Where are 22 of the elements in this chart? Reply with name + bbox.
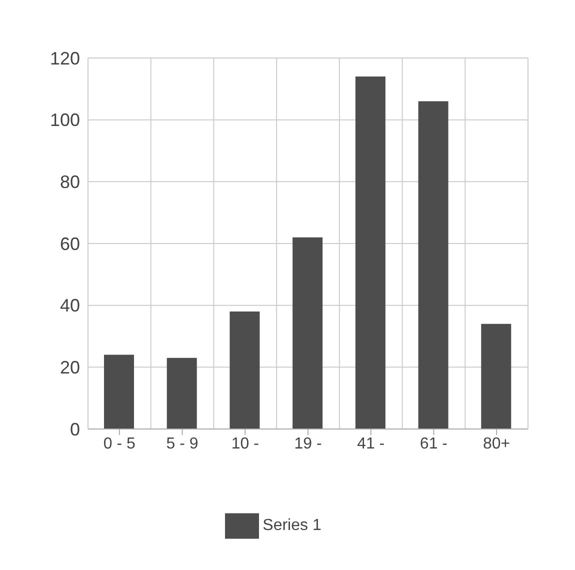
x-tick-label: 19 - (294, 435, 322, 452)
x-tick-label: 0 - 5 (103, 435, 136, 452)
y-tick-label: 40 (60, 296, 80, 316)
bar (104, 354, 134, 429)
bar (481, 324, 512, 429)
x-tick-label: 61 - (420, 435, 448, 452)
y-tick-label: 100 (50, 110, 80, 130)
bar (355, 76, 386, 429)
legend-label: Series 1 (262, 517, 322, 534)
x-tick-label: 5 - 9 (166, 435, 198, 452)
bar (418, 101, 448, 429)
x-tick-label: 41 - (357, 435, 385, 452)
y-tick-label: 80 (60, 172, 80, 192)
bar (230, 312, 260, 429)
x-tick-label: 80+ (483, 435, 510, 452)
bar (166, 358, 197, 429)
y-tick-label: 60 (60, 234, 80, 254)
x-tick-label: 10 - (231, 435, 259, 452)
y-tick-label: 20 (60, 358, 80, 378)
bar (292, 237, 323, 429)
y-tick-label: 0 (70, 419, 80, 440)
y-tick-label: 120 (50, 48, 80, 68)
